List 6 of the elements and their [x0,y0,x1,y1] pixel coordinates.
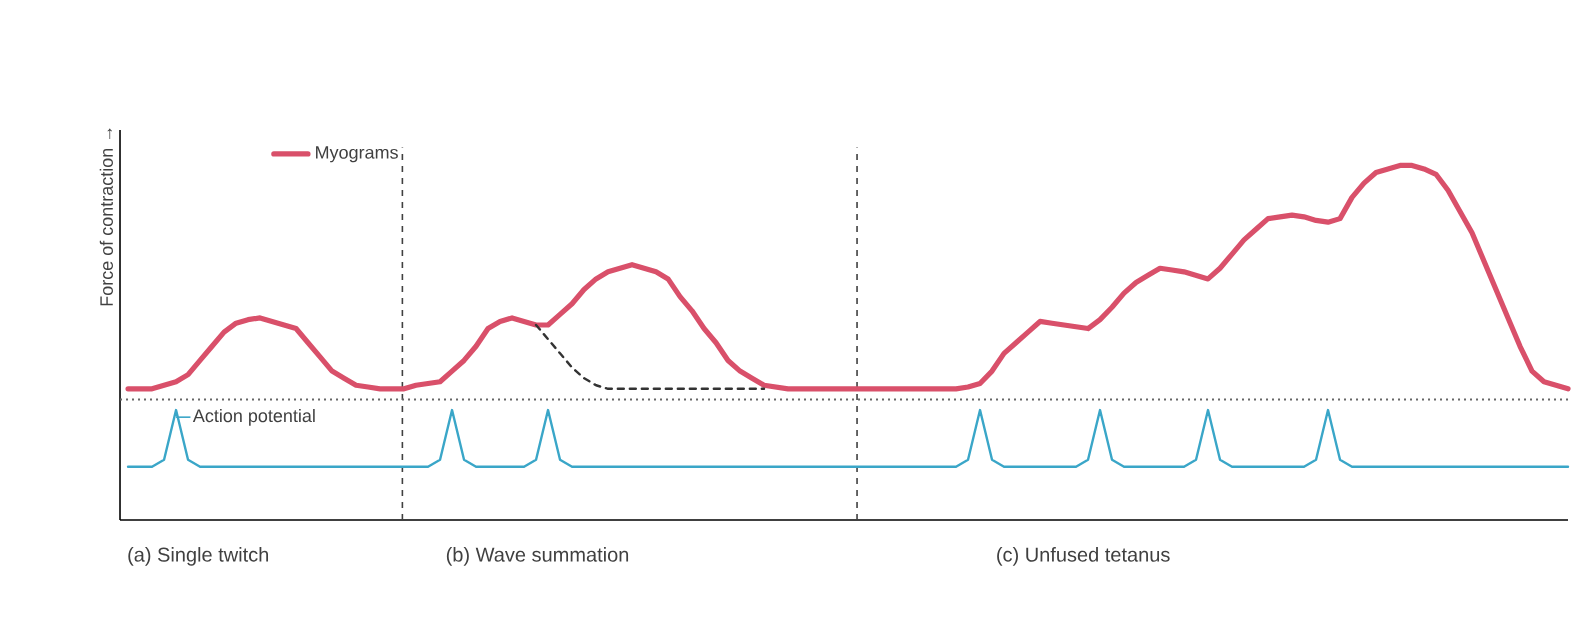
legend-label: Action potential [192,408,315,426]
text: (c) Unfused tetanus [997,547,1170,566]
legend-label: Myograms [316,146,398,163]
text: (b) Wave summation [446,547,629,566]
y-axis-title: Force of contraction → [99,128,113,306]
text: (a) Single twitch [128,547,269,566]
